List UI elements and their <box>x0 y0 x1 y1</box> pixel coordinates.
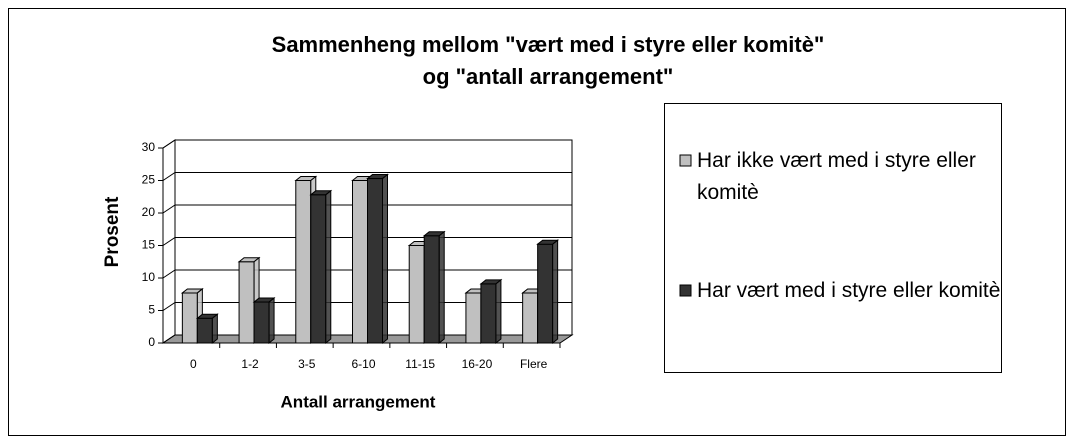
bar <box>196 317 213 344</box>
bar <box>352 180 368 344</box>
bar-group <box>252 297 276 345</box>
y-tick-label: 0 <box>148 335 155 349</box>
bar-side <box>382 173 388 345</box>
grid-line <box>162 204 572 214</box>
y-tick-label: 25 <box>142 173 156 187</box>
x-tick-label: 1-2 <box>241 357 259 371</box>
legend-label: Har ikke vært med i styre eller komitè <box>697 149 976 204</box>
x-tick-label: 11-15 <box>405 357 435 371</box>
bar-group <box>422 230 446 345</box>
legend-swatch <box>679 154 692 167</box>
y-tick-label: 30 <box>142 140 156 154</box>
y-tick-label: 10 <box>142 270 156 284</box>
y-tick-label: 5 <box>148 303 155 317</box>
bar-group <box>195 313 219 345</box>
bar <box>480 283 497 344</box>
bar-side <box>268 297 275 345</box>
bar-side <box>438 230 445 345</box>
x-tick-label: Flere <box>520 357 548 371</box>
x-axis-title: Antall arrangement <box>281 392 436 411</box>
grid-line <box>162 139 572 149</box>
bar <box>522 292 539 344</box>
bar <box>295 180 312 344</box>
bar <box>423 235 440 344</box>
bar <box>253 301 270 344</box>
legend-label: Har vært med i styre eller komitè <box>697 279 1001 302</box>
bar-side <box>552 239 559 345</box>
bar-side <box>495 278 502 345</box>
bar <box>238 261 255 344</box>
bar <box>537 243 554 344</box>
bar-group <box>309 189 333 345</box>
bar <box>310 194 327 344</box>
bar-side <box>325 189 332 345</box>
x-tick-label: 3-5 <box>298 357 316 371</box>
bar <box>465 292 482 344</box>
y-axis-title: Prosent <box>102 196 123 267</box>
y-tick-label: 20 <box>142 205 156 219</box>
bar-side <box>211 313 218 345</box>
bar-group <box>366 173 389 345</box>
bar-group <box>536 239 560 345</box>
y-tick-label: 15 <box>142 238 156 252</box>
bar <box>367 178 383 344</box>
x-tick-label: 16-20 <box>462 357 493 371</box>
bar <box>181 292 198 344</box>
legend-swatch <box>679 284 692 297</box>
bar <box>408 245 425 344</box>
legend-box <box>664 103 1002 373</box>
chart-subtitle: og "antall arrangement" <box>423 64 674 89</box>
grid-line <box>162 172 572 181</box>
bar-group <box>479 278 503 345</box>
x-tick-label: 6-10 <box>351 357 375 371</box>
x-tick-label: 0 <box>190 357 197 371</box>
chart-title: Sammenheng mellom "vært med i styre elle… <box>272 32 825 57</box>
